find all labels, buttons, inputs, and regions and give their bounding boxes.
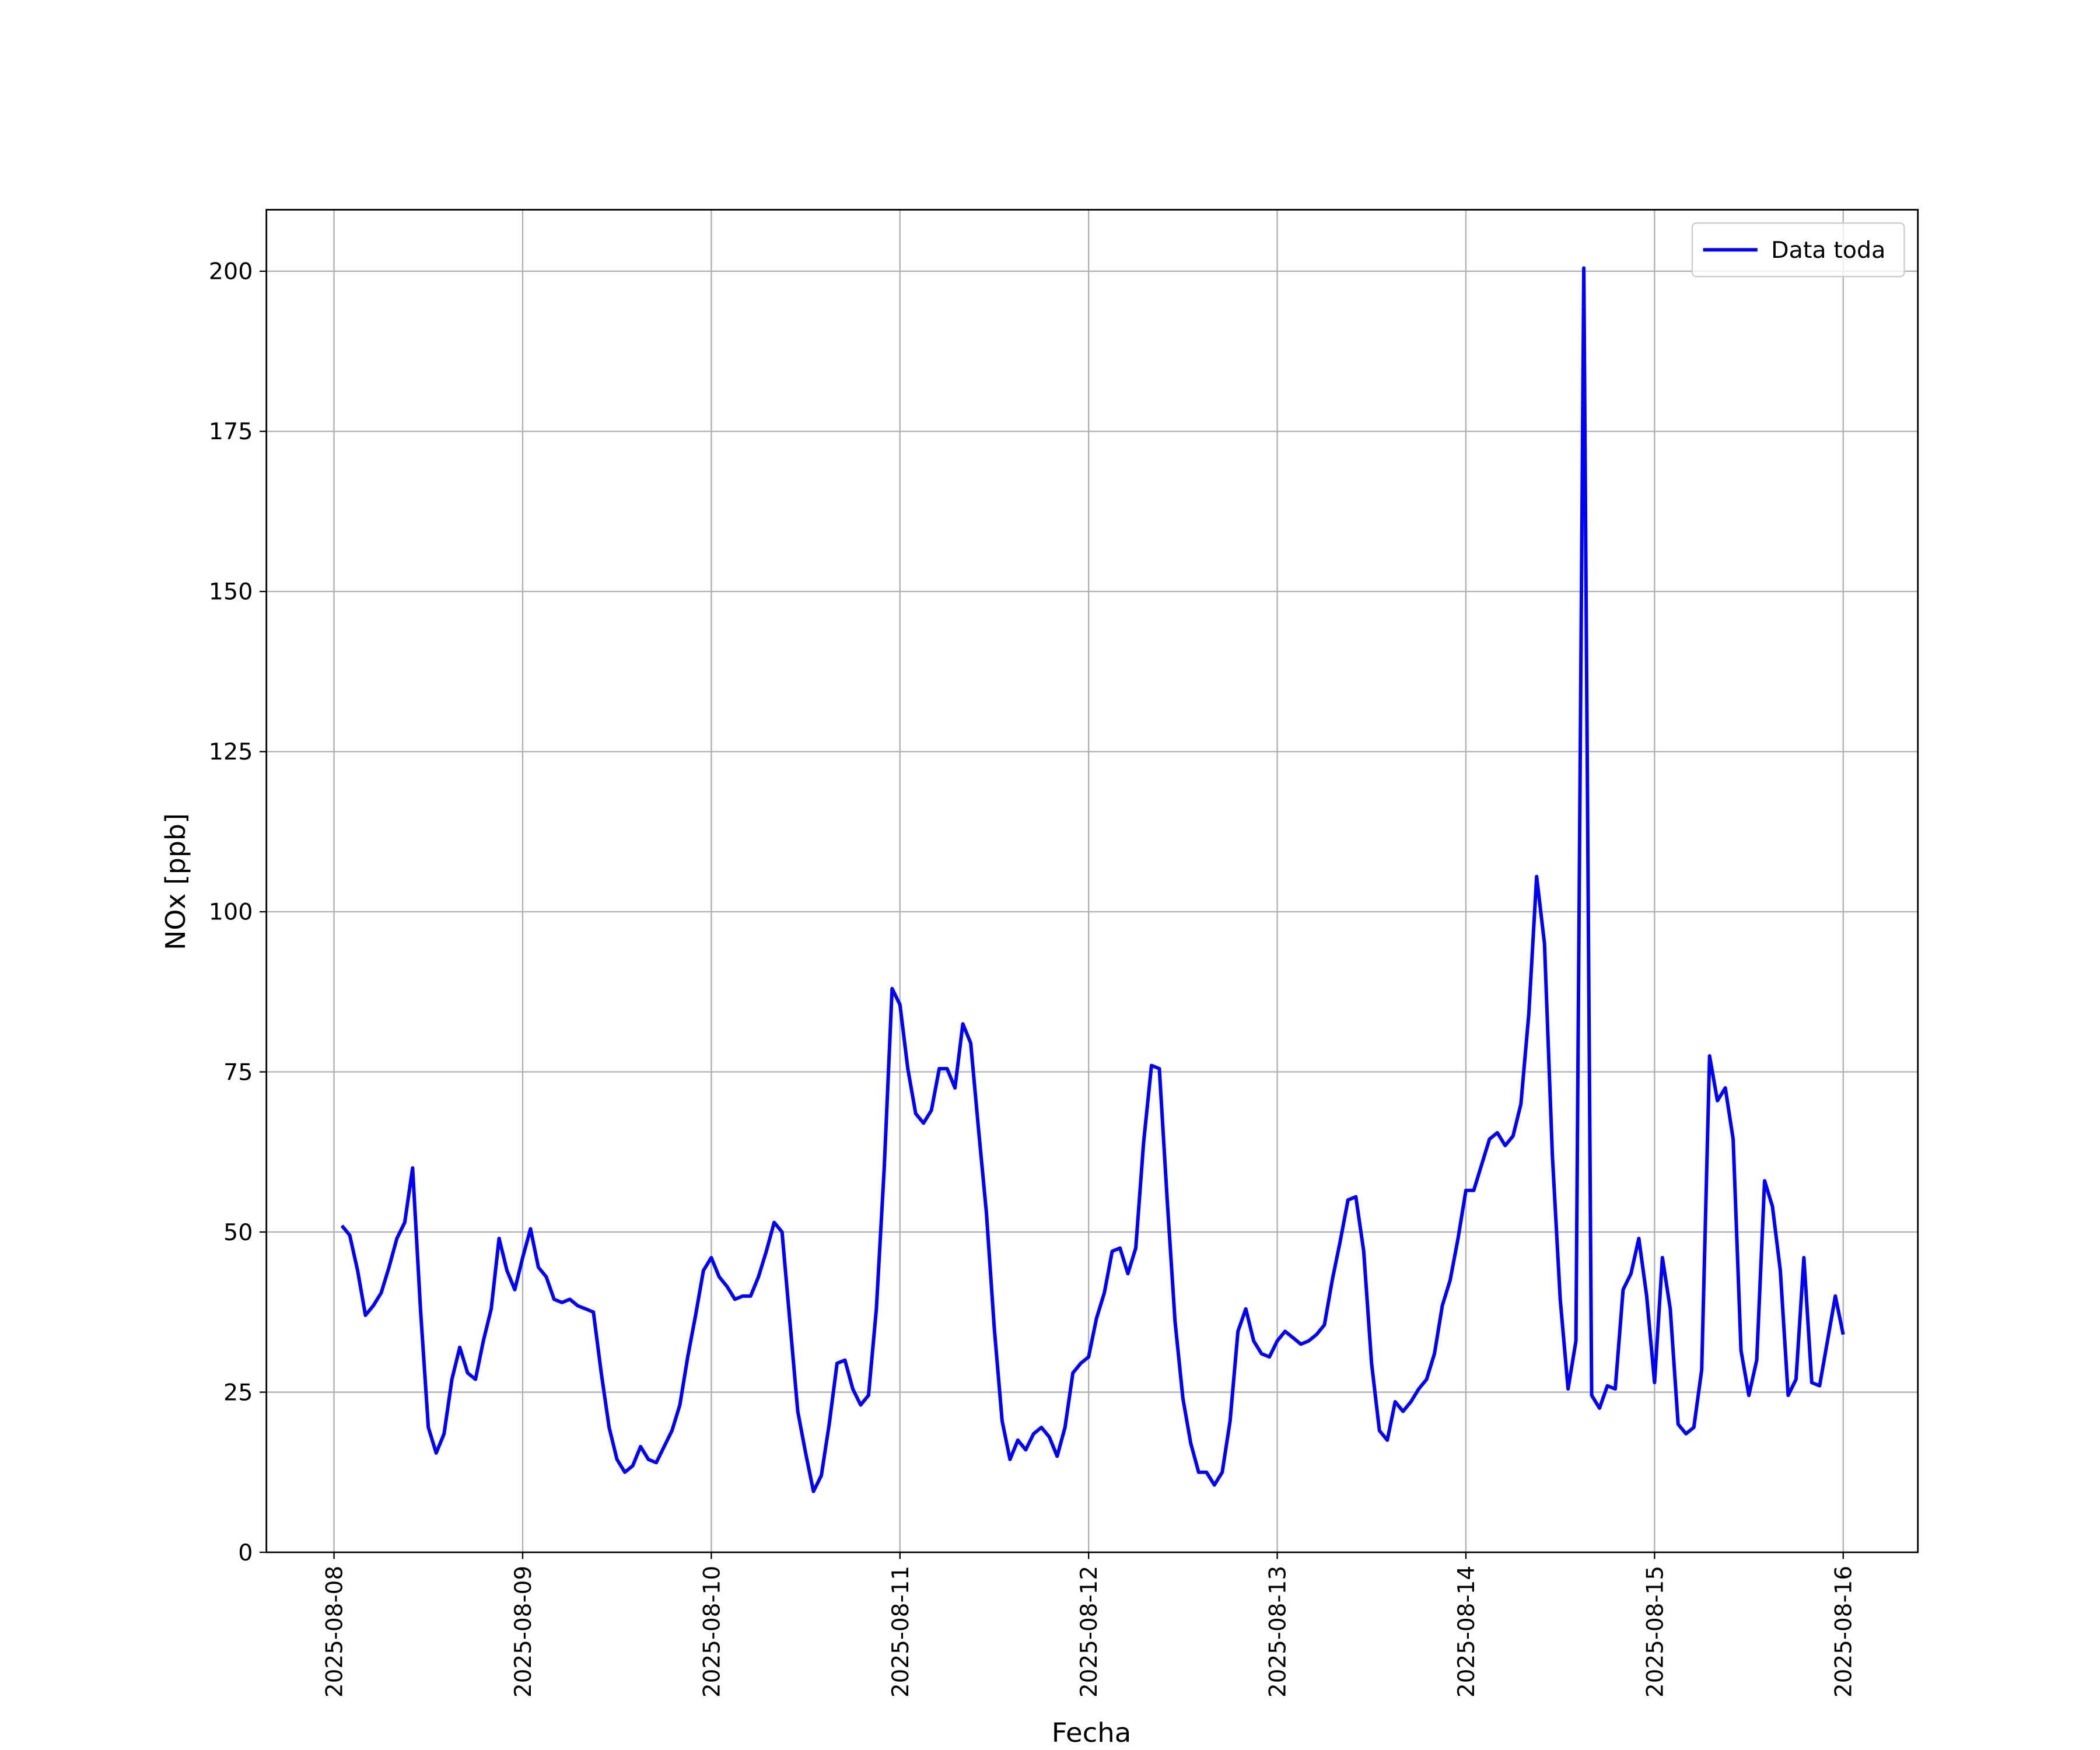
axes-frame bbox=[265, 209, 1919, 1553]
y-tick-label: 50 bbox=[223, 1220, 253, 1246]
y-tick-label: 75 bbox=[223, 1060, 253, 1086]
y-tick-label: 25 bbox=[223, 1380, 253, 1406]
x-tick-label: 2025-08-10 bbox=[699, 1566, 725, 1698]
grid bbox=[266, 209, 1918, 1553]
x-tick-label: 2025-08-13 bbox=[1265, 1566, 1291, 1698]
x-tick-label: 2025-08-14 bbox=[1454, 1566, 1480, 1698]
x-tick-label: 2025-08-12 bbox=[1076, 1566, 1102, 1698]
ticks: 0 25 50 75 100 125 150 175 200 2025-08-08 2025-08-… bbox=[209, 259, 1857, 1698]
x-axis-label: Fecha bbox=[1052, 1717, 1132, 1749]
x-tick-label: 2025-08-11 bbox=[887, 1566, 914, 1698]
y-tick-label: 200 bbox=[209, 259, 253, 285]
x-tick-label: 2025-08-15 bbox=[1642, 1566, 1668, 1698]
legend: Data toda bbox=[1691, 222, 1905, 278]
x-tick-label: 2025-08-09 bbox=[510, 1566, 537, 1698]
y-tick-label: 100 bbox=[209, 900, 253, 926]
data-line bbox=[340, 266, 1845, 1493]
plot-area bbox=[340, 266, 1845, 1493]
x-tick-label: 2025-08-08 bbox=[321, 1566, 348, 1698]
y-tick-label: 0 bbox=[238, 1540, 253, 1566]
legend-label: Data toda bbox=[1771, 237, 1885, 264]
legend-box bbox=[1691, 222, 1905, 278]
y-tick-label: 150 bbox=[209, 579, 253, 606]
y-axis-label: NOx [ppb] bbox=[160, 813, 191, 950]
y-tick-label: 175 bbox=[209, 419, 253, 446]
y-tick-label: 125 bbox=[209, 740, 253, 766]
x-tick-label: 2025-08-16 bbox=[1831, 1566, 1857, 1698]
